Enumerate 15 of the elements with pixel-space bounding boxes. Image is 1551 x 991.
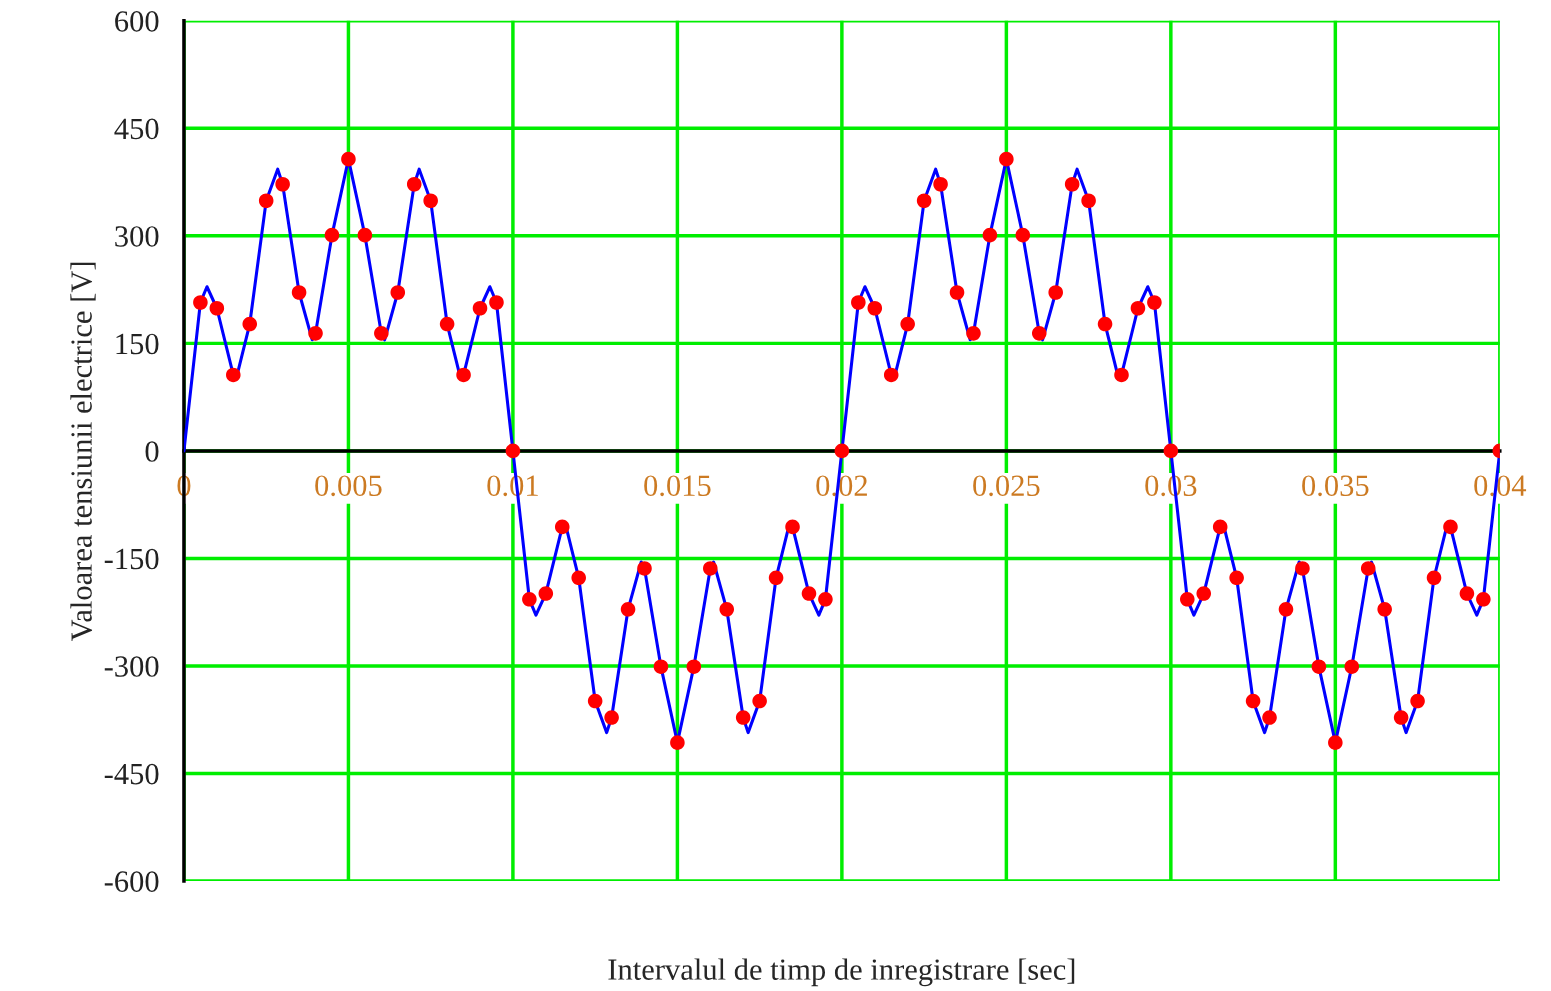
y-tick-label: 300 (115, 226, 159, 247)
y-tick-label: 450 (114, 118, 159, 140)
y-tick-label: 0 (145, 441, 159, 462)
y-tick-label: 600 (115, 11, 159, 32)
y-tick-label: -300 (104, 656, 159, 677)
y-tick-label: -600 (104, 871, 159, 892)
x-axis-title: Intervalul de timp de inregistrare [sec] (608, 958, 1075, 987)
x-tick-label: 0.005 (315, 475, 382, 497)
x-tick-label: 0.015 (644, 475, 711, 497)
y-tick-label: -450 (104, 763, 159, 785)
x-tick-label: 0.025 (973, 475, 1040, 497)
y-tick-label: 150 (116, 333, 159, 355)
y-tick-label: -150 (104, 548, 159, 570)
x-tick-label: 0.035 (1302, 475, 1369, 497)
y-axis-title: Valoarea tensiunii electrice [V] (70, 262, 96, 642)
